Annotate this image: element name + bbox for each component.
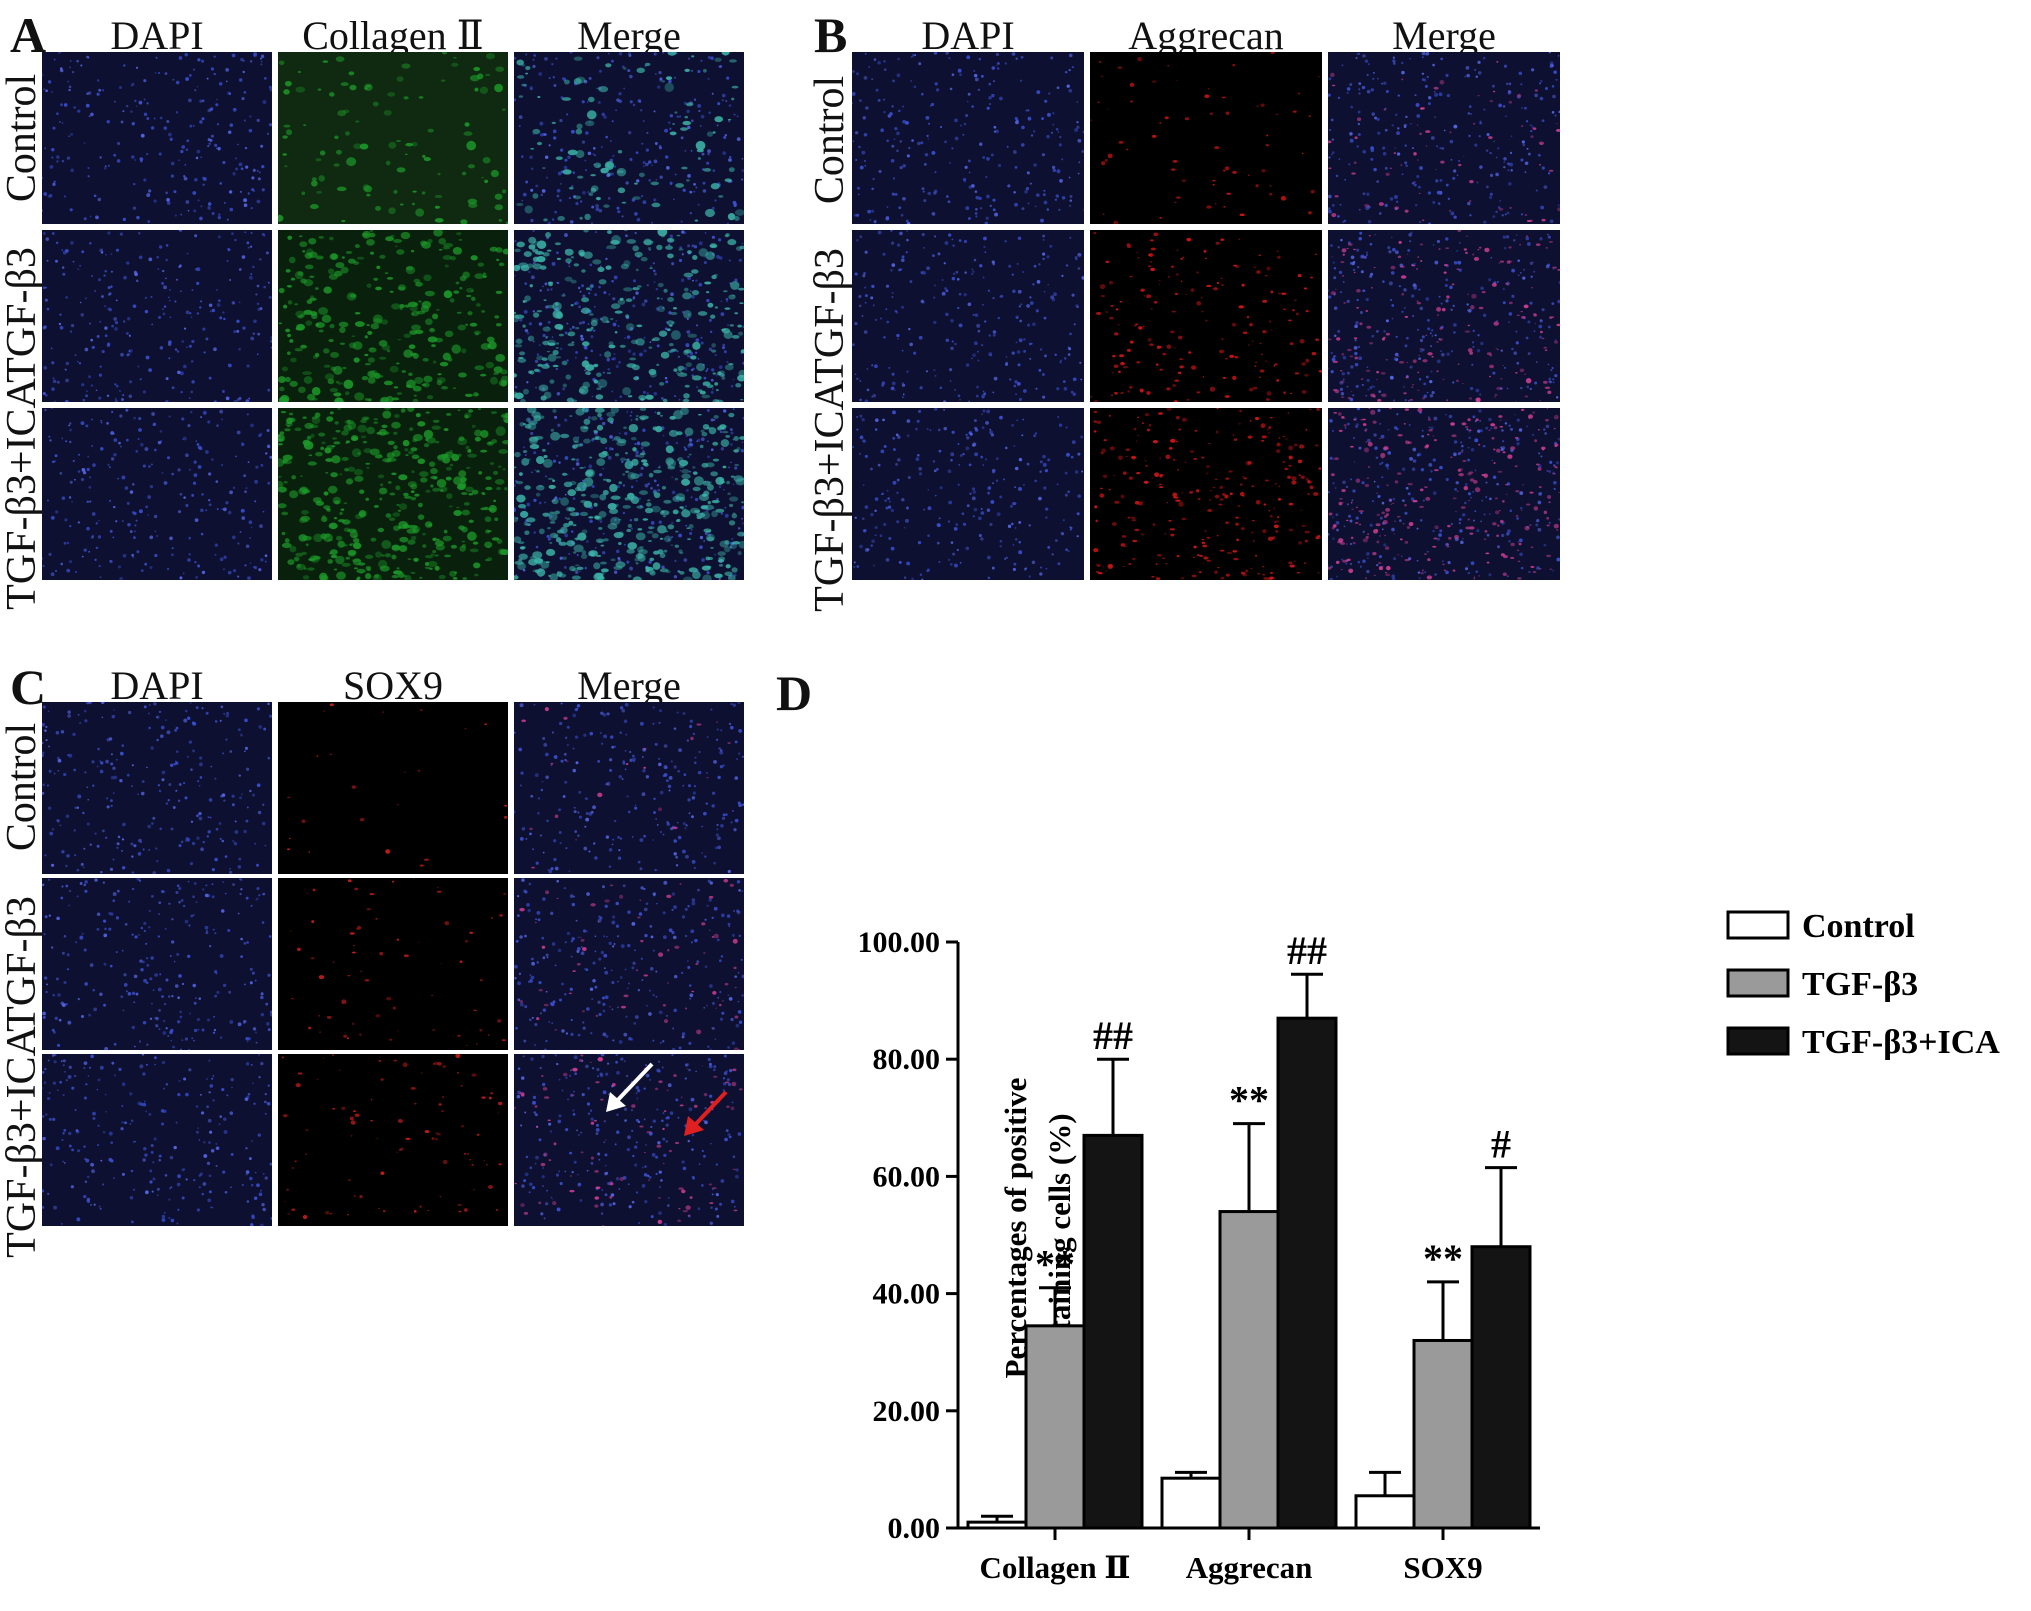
panel-a-row-tgf: TGF-β3 (0, 247, 45, 383)
micrograph-b-tgf-b3-ica-dapi (852, 408, 1084, 580)
micrograph-a-tgf-b3-ica-dapi (42, 408, 272, 580)
micrograph-a-tgf-b3-ica-merge (514, 408, 744, 580)
y-tick-label: 100.00 (858, 926, 941, 959)
micrograph-b-control-aggrecan (1090, 52, 1322, 224)
micrograph-c-tgf-b3-ica-merge (514, 1054, 744, 1226)
legend-label: TGF-β3+ICA (1802, 1024, 2000, 1061)
y-axis-label: Percentages of positive (998, 1078, 1033, 1379)
significance-marker: ** (1229, 1078, 1269, 1123)
y-tick-label: 40.00 (873, 1278, 941, 1311)
panel-c-row-control: Control (0, 722, 45, 852)
legend-swatch (1726, 968, 1790, 998)
y-tick-label: 80.00 (873, 1043, 941, 1076)
panel-b-col-merge: Merge (1392, 13, 1496, 58)
micrograph-a-tgf-b3-collagen (278, 230, 508, 402)
panel-b-row-tgf-ica: TGF-β3+ICA (807, 380, 853, 612)
significance-marker: ** (1035, 1242, 1075, 1287)
legend-swatch (1726, 910, 1790, 940)
x-tick-label: Aggrecan (1186, 1550, 1313, 1585)
micrograph-c-tgf-b3-merge (514, 878, 744, 1050)
x-tick-label: Collagen Ⅱ (980, 1550, 1131, 1585)
micrograph-b-control-merge (1328, 52, 1560, 224)
micrograph-a-control-dapi (42, 52, 272, 224)
bar-tgf-3-ica (1082, 1133, 1144, 1530)
micrograph-b-tgf-b3-aggrecan (1090, 230, 1322, 402)
panel-a-col-dapi: DAPI (110, 13, 204, 58)
bar-tgf-3-ica (1470, 1245, 1532, 1530)
bar-control (1160, 1476, 1222, 1530)
panel-letter-a: A (10, 7, 47, 63)
micrograph-a-tgf-b3-dapi (42, 230, 272, 402)
significance-marker: ## (1093, 1013, 1133, 1058)
panel-b-col-aggrecan: Aggrecan (1128, 13, 1284, 58)
micrograph-b-control-dapi (852, 52, 1084, 224)
panel-c-col-dapi: DAPI (110, 663, 204, 708)
legend-swatch (1726, 1026, 1790, 1056)
micrograph-a-control-merge (514, 52, 744, 224)
y-axis-label: staining cells (%) (1042, 1113, 1077, 1342)
micrograph-b-tgf-b3-dapi (852, 230, 1084, 402)
panel-c-row-tgf: TGF-β3 (0, 896, 45, 1032)
panel-c-col-merge: Merge (577, 663, 681, 708)
panel-a-col-merge: Merge (577, 13, 681, 58)
bar-control (966, 1520, 1028, 1530)
panel-a-col-collagen: Collagen Ⅱ (302, 13, 484, 58)
panel-b-row-tgf: TGF-β3 (807, 248, 853, 384)
white-arrow (606, 1062, 654, 1112)
micrograph-c-tgf-b3-ica-sox9 (278, 1054, 508, 1226)
panel-a-row-tgf-ica: TGF-β3+ICA (0, 378, 45, 610)
x-tick-label: SOX9 (1403, 1550, 1482, 1585)
panel-a-row-control: Control (0, 73, 45, 203)
micrograph-a-control-collagen (278, 52, 508, 224)
significance-marker: ## (1287, 928, 1327, 973)
legend-label: Control (1802, 908, 1915, 945)
bar-control (1354, 1494, 1416, 1530)
y-tick-label: 20.00 (873, 1395, 941, 1428)
micrograph-c-tgf-b3-ica-dapi (42, 1054, 272, 1226)
micrograph-c-control-sox9 (278, 702, 508, 874)
bar-tgf-3-ica (1276, 1016, 1338, 1530)
bar-tgf-3 (1024, 1324, 1086, 1530)
micrograph-a-tgf-b3-merge (514, 230, 744, 402)
legend-label: TGF-β3 (1802, 966, 1918, 1003)
panel-c-col-sox9: SOX9 (342, 663, 444, 708)
panel-b-row-control: Control (807, 75, 853, 205)
panel-c-row-tgf-ica: TGF-β3+ICA (0, 1026, 45, 1258)
micrograph-c-control-merge (514, 702, 744, 874)
panel-b-col-dapi: DAPI (921, 13, 1015, 58)
micrograph-c-tgf-b3-dapi (42, 878, 272, 1050)
bar-tgf-3 (1218, 1210, 1280, 1530)
y-tick-label: 0.00 (888, 1512, 941, 1545)
panel-letter-c: C (10, 659, 47, 715)
micrograph-c-control-dapi (42, 702, 272, 874)
y-tick-label: 60.00 (873, 1160, 941, 1193)
panel-letter-b: B (814, 7, 848, 63)
micrograph-c-tgf-b3-sox9 (278, 878, 508, 1050)
micrograph-b-tgf-b3-ica-merge (1328, 408, 1560, 580)
panel-letter-d: D (776, 665, 813, 721)
micrograph-a-tgf-b3-ica-collagen (278, 408, 508, 580)
significance-marker: # (1491, 1122, 1511, 1167)
micrograph-b-tgf-b3-ica-aggrecan (1090, 408, 1322, 580)
red-arrow (684, 1090, 728, 1136)
micrograph-b-tgf-b3-merge (1328, 230, 1560, 402)
significance-marker: ** (1423, 1236, 1463, 1281)
bar-tgf-3 (1412, 1338, 1474, 1530)
